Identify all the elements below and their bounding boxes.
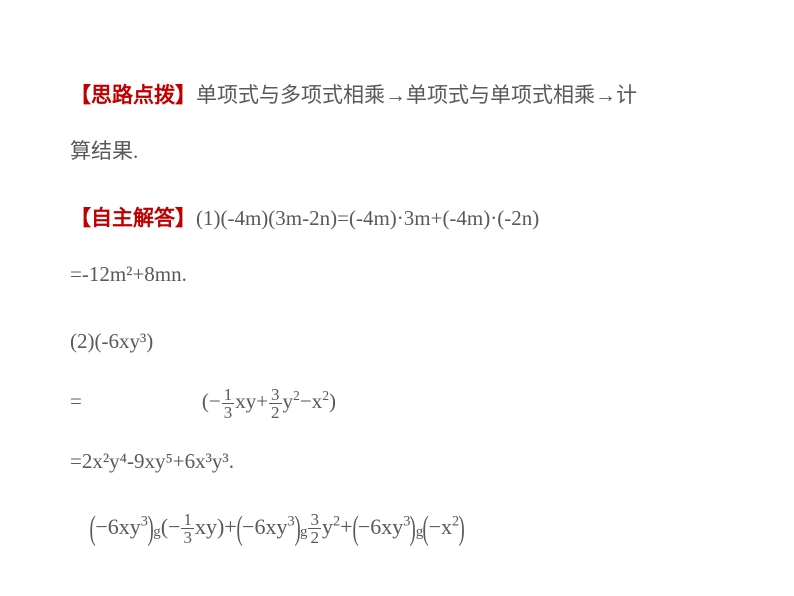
hint-line-1: 【思路点拨】单项式与多项式相乘→单项式与单项式相乘→计 xyxy=(70,70,734,120)
answer-line-1: 【自主解答】(1)(-4m)(3m-2n)=(-4m)·3m+(-4m)·(-2… xyxy=(70,193,734,243)
f-seg1a: −6xy xyxy=(95,514,140,539)
result-1-text: =-12m²+8mn. xyxy=(70,262,187,286)
mid-exp2: 2 xyxy=(293,388,300,403)
mid-t4: ) xyxy=(329,389,336,413)
f-seg6a: −x xyxy=(429,514,452,539)
answer-line-2-head: (2)(-6xy³) xyxy=(70,316,734,366)
fraction-3: 13 xyxy=(181,511,194,546)
hint-label: 【思路点拨】 xyxy=(70,83,196,107)
mid-t1: xy+ xyxy=(235,389,268,413)
answer-label: 【自主解答】 xyxy=(70,206,196,230)
glue-1: g xyxy=(153,524,161,540)
answer-text-1: (1)(-4m)(3m-2n)=(-4m)·3m+(-4m)·(-2n) xyxy=(196,206,539,230)
f-seg3b: 3 xyxy=(287,513,294,529)
hint-text-1: 单项式与多项式相乘→单项式与单项式相乘→计 xyxy=(196,83,637,107)
f-seg5a: −6xy xyxy=(358,514,403,539)
hint-line-2: 算结果. xyxy=(70,126,734,176)
mid-pre: (− xyxy=(202,389,221,413)
final-expression: (−6xy3)g(−13xy)+(−6xy3)g32y2+(−6xy3)g(−x… xyxy=(70,501,734,554)
fraction-2: 32 xyxy=(269,386,282,421)
glue-2: g xyxy=(300,524,308,540)
f-seg2a: (− xyxy=(161,514,181,539)
slide-content: 【思路点拨】单项式与多项式相乘→单项式与单项式相乘→计 算结果. 【自主解答】(… xyxy=(0,0,794,554)
f-seg4c: + xyxy=(340,514,352,539)
result-2-text: =2x²y⁴-9xy⁵+6x³y³. xyxy=(70,449,234,473)
fraction-4: 32 xyxy=(308,511,321,546)
answer-result-2: =2x²y⁴-9xy⁵+6x³y³. xyxy=(70,436,734,486)
f-seg2b: xy)+ xyxy=(195,514,237,539)
answer-result-1: =-12m²+8mn. xyxy=(70,249,734,299)
mid-t3: −x xyxy=(300,389,322,413)
equals-sign: = xyxy=(70,376,82,426)
fraction-1: 13 xyxy=(222,386,235,421)
f-seg3a: −6xy xyxy=(242,514,287,539)
middle-expression: (−13xy+32y2−x2) xyxy=(202,376,336,426)
mid-t2: y xyxy=(283,389,294,413)
f-seg4a: y xyxy=(322,514,333,539)
hint-text-2: 算结果. xyxy=(70,139,138,163)
mid-exp2b: 2 xyxy=(322,388,329,403)
answer-2-expression-row: = (−13xy+32y2−x2) xyxy=(70,376,734,426)
answer-2-head: (2)(-6xy³) xyxy=(70,329,153,353)
